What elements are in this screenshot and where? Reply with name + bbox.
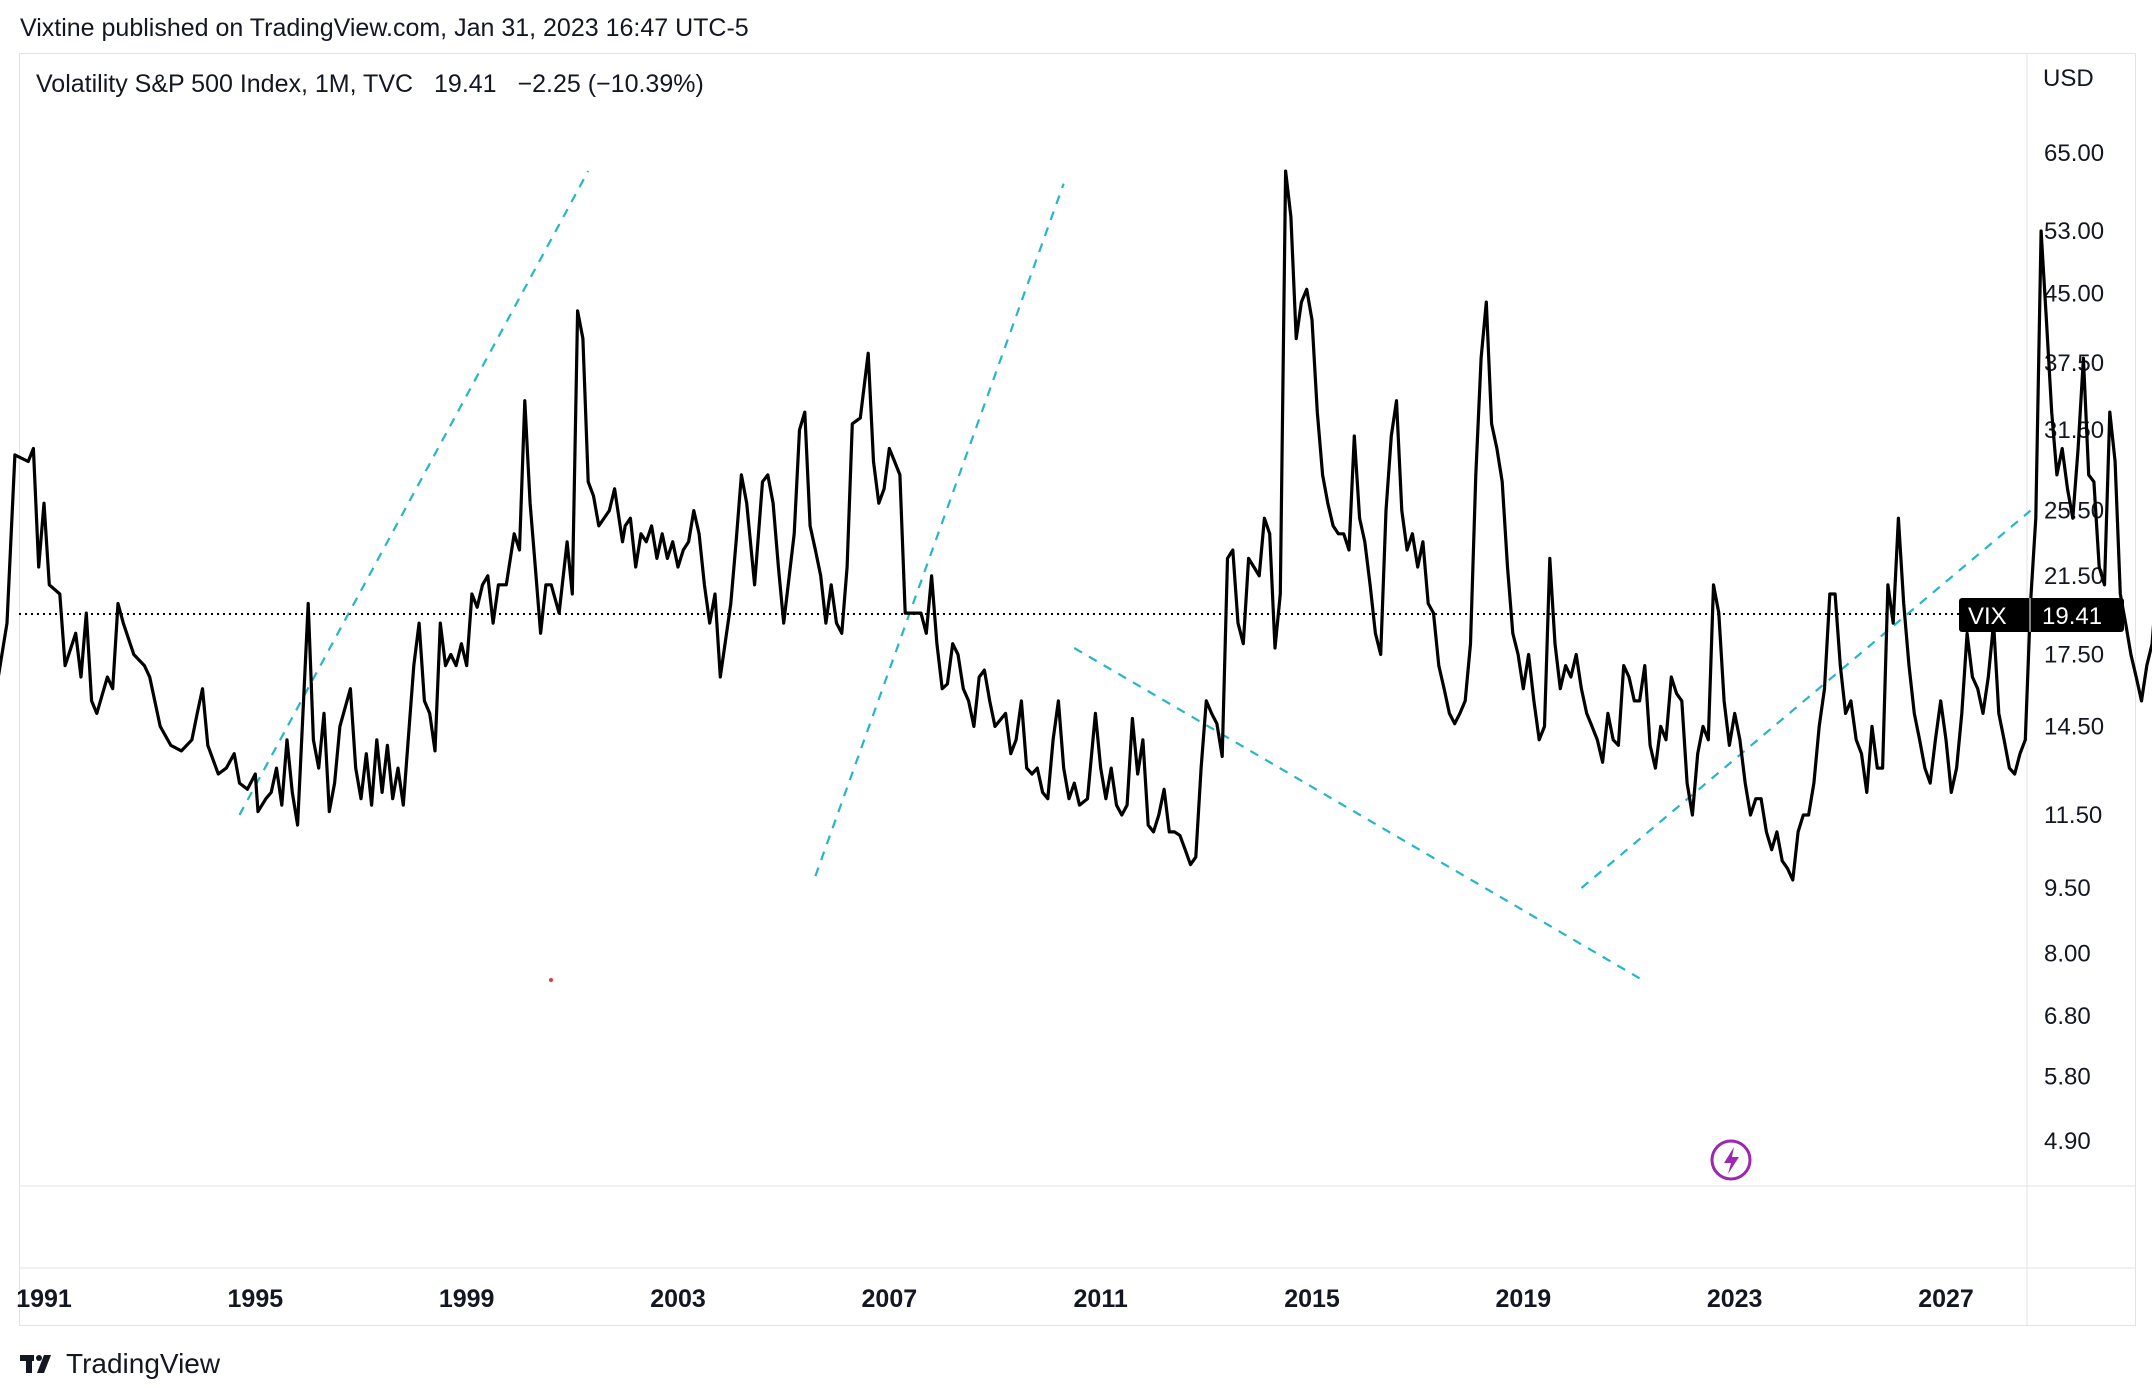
time-tick-label: 2015 [1284,1285,1340,1313]
price-tick-label: 17.50 [2044,641,2104,668]
drawing-dot [549,978,553,982]
published-caption: Vixtine published on TradingView.com, Ja… [20,14,749,42]
legend-last-value: 19.41 [434,70,497,98]
legend-change: −2.25 (−10.39%) [517,70,704,98]
price-tick-label: 8.00 [2044,941,2091,968]
legend-symbol: Volatility S&P 500 Index, 1M, TVC [36,70,414,98]
tradingview-footer[interactable]: TradingView [20,1348,220,1380]
currency-label[interactable]: USD [2043,65,2094,92]
price-tick-label: 6.80 [2044,1003,2091,1030]
vix-series-line [0,169,2152,882]
price-tag-symbol: VIX [1968,603,2007,630]
trend-line[interactable] [1580,509,2032,889]
time-tick-label: 2027 [1918,1285,1974,1313]
price-tag-value: 19.41 [2042,603,2102,630]
time-tick-label: 2003 [650,1285,706,1313]
price-tick-label: 14.50 [2044,713,2104,740]
lightning-icon[interactable] [1710,1139,1752,1181]
time-tick-label: 2019 [1496,1285,1552,1313]
price-tick-label: 11.50 [2044,802,2102,829]
price-tick-label: 37.50 [2044,350,2104,377]
trend-lines[interactable] [238,170,2032,980]
price-tick-label: 53.00 [2044,218,2104,245]
trend-line[interactable] [238,170,590,816]
time-tick-label: 1995 [228,1285,284,1313]
trend-line[interactable] [814,183,1065,877]
time-tick-label: 2011 [1074,1285,1128,1313]
price-tick-label: 45.00 [2044,281,2104,308]
time-tick-label: 2007 [862,1285,918,1313]
price-tick-label: 5.80 [2044,1064,2091,1091]
price-tag: VIX 19.41 [1959,598,2124,632]
chart-frame [19,53,2136,1326]
tradingview-logo-icon [20,1355,51,1373]
time-tick-label: 1999 [439,1285,495,1313]
brand-name: TradingView [66,1348,221,1379]
time-tick-label: 2023 [1707,1285,1763,1313]
price-tick-label: 4.90 [2044,1128,2091,1155]
price-tick-label: 21.50 [2044,563,2104,590]
price-tick-label: 9.50 [2044,875,2091,902]
symbol-legend[interactable]: Volatility S&P 500 Index, 1M, TVC 19.41 … [36,70,718,99]
price-tag-background [1959,598,2124,632]
time-tick-label: 1991 [16,1285,72,1313]
price-axis: 65.0053.0045.0037.5031.5025.5021.5017.50… [2044,140,2104,1155]
time-axis: 1991 1995 1999 2003 2007 2011 2015 2019 2023 2027 [16,1285,1974,1313]
price-tick-label: 65.00 [2044,140,2104,167]
trend-line[interactable] [1073,647,1641,980]
